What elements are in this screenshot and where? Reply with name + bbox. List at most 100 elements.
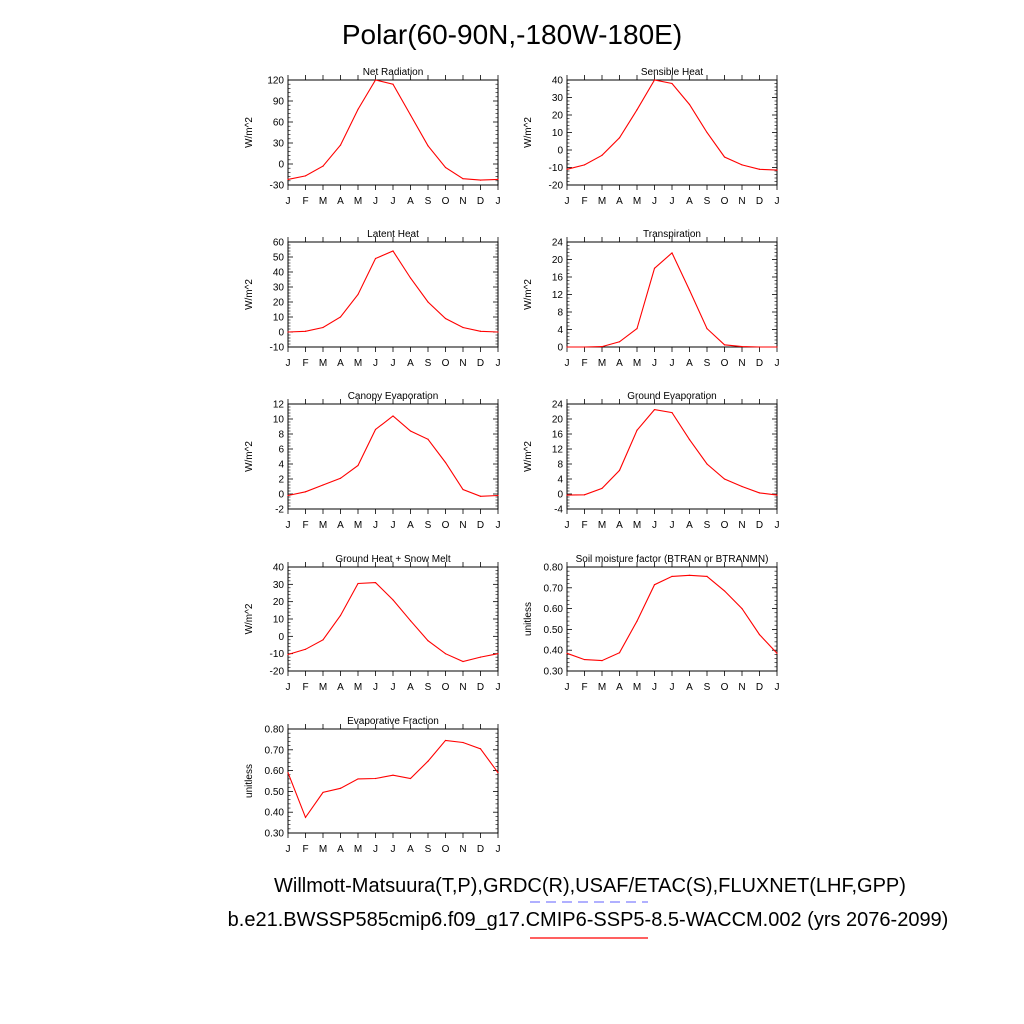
x-tick-label: M [598, 520, 606, 531]
data-point [287, 653, 289, 656]
data-point [497, 331, 499, 333]
data-point [583, 658, 586, 661]
data-point [566, 652, 568, 654]
y-tick-label: 0 [278, 632, 284, 643]
data-point [322, 165, 324, 167]
y-tick-label: 12 [273, 400, 285, 411]
y-tick-label: 60 [273, 118, 285, 129]
y-tick-label: 30 [552, 93, 564, 104]
data-point [409, 430, 412, 432]
data-point [479, 656, 482, 658]
x-tick-label: N [738, 196, 745, 207]
x-tick-label: M [319, 358, 327, 369]
y-tick-label: 24 [552, 400, 564, 411]
data-point [427, 640, 429, 642]
x-tick-label: M [319, 520, 327, 531]
x-tick-label: S [425, 844, 432, 855]
model-series-line [287, 250, 499, 333]
x-tick-label: J [652, 682, 657, 693]
data-point [444, 317, 447, 320]
x-tick-label: M [354, 358, 362, 369]
plot-frame [566, 566, 778, 672]
y-tick-label: 0.80 [544, 563, 564, 574]
x-tick-label: J [391, 844, 396, 855]
y-tick-label: 8 [278, 430, 284, 441]
x-tick-label: M [354, 520, 362, 531]
data-point [601, 660, 603, 662]
data-point [444, 739, 447, 742]
x-tick-label: O [442, 358, 450, 369]
x-tick-label: F [581, 682, 587, 693]
x-tick-label: A [686, 682, 693, 693]
y-tick-label: 30 [273, 283, 285, 294]
data-point [374, 428, 377, 431]
x-tick-label: A [337, 682, 344, 693]
y-tick-label: 10 [273, 313, 285, 324]
x-tick-label: A [407, 196, 414, 207]
data-point [671, 412, 673, 414]
data-point [671, 82, 673, 85]
y-tick-label: 0.30 [265, 829, 285, 840]
x-tick-label: A [407, 358, 414, 369]
y-tick-label: 4 [278, 460, 284, 471]
y-tick-label: 30 [273, 580, 285, 591]
y-tick-label: 0 [557, 146, 563, 157]
x-tick-label: A [407, 844, 414, 855]
x-tick-label: J [391, 358, 396, 369]
y-tick-label: 10 [273, 415, 285, 426]
x-tick-label: O [721, 358, 729, 369]
data-point [741, 345, 743, 348]
data-point [339, 614, 342, 617]
x-tick-label: J [670, 196, 675, 207]
x-tick-label: M [633, 682, 641, 693]
y-tick-label: 0.60 [265, 766, 285, 777]
x-tick-label: N [459, 844, 466, 855]
model-series-line [287, 415, 499, 497]
x-tick-label: J [391, 520, 396, 531]
y-tick-label: -10 [270, 649, 285, 660]
y-tick-label: 12 [552, 290, 564, 301]
x-tick-label: J [775, 682, 780, 693]
data-point [427, 438, 429, 440]
data-point [566, 168, 568, 170]
x-tick-label: J [565, 358, 570, 369]
y-tick-label: 4 [557, 325, 563, 336]
x-tick-label: M [354, 844, 362, 855]
x-tick-label: F [302, 520, 308, 531]
data-point [357, 464, 359, 467]
x-tick-label: D [477, 844, 484, 855]
y-tick-label: 40 [273, 268, 285, 279]
x-tick-label: A [616, 682, 623, 693]
x-tick-label: J [652, 520, 657, 531]
y-tick-label: 40 [273, 563, 285, 574]
y-tick-label: 0 [278, 160, 284, 171]
model-series-line [567, 252, 777, 348]
y-tick-label: 0 [557, 343, 563, 354]
data-point [583, 346, 586, 348]
x-tick-label: O [721, 196, 729, 207]
x-tick-label: S [425, 682, 432, 693]
x-tick-label: A [686, 520, 693, 531]
data-point [304, 330, 307, 332]
data-point [462, 488, 464, 491]
data-point [357, 778, 359, 780]
y-tick-label: 8 [557, 460, 563, 471]
data-point [601, 154, 603, 156]
data-point [322, 484, 324, 486]
y-tick-label: 0.50 [544, 625, 564, 636]
data-point [374, 582, 377, 584]
data-point [776, 652, 778, 654]
y-tick-label: 0 [278, 328, 284, 339]
x-tick-label: A [616, 196, 623, 207]
data-point [497, 178, 499, 180]
x-tick-label: S [704, 196, 711, 207]
panel-title: Ground Evaporation [627, 391, 717, 402]
plot-frame [566, 403, 778, 510]
x-tick-label: J [373, 520, 378, 531]
x-tick-label: J [373, 196, 378, 207]
x-tick-label: A [337, 520, 344, 531]
y-tick-label: -30 [270, 181, 285, 192]
data-point [374, 79, 377, 81]
data-point [357, 582, 359, 585]
panel-title: Canopy Evaporation [348, 391, 439, 402]
